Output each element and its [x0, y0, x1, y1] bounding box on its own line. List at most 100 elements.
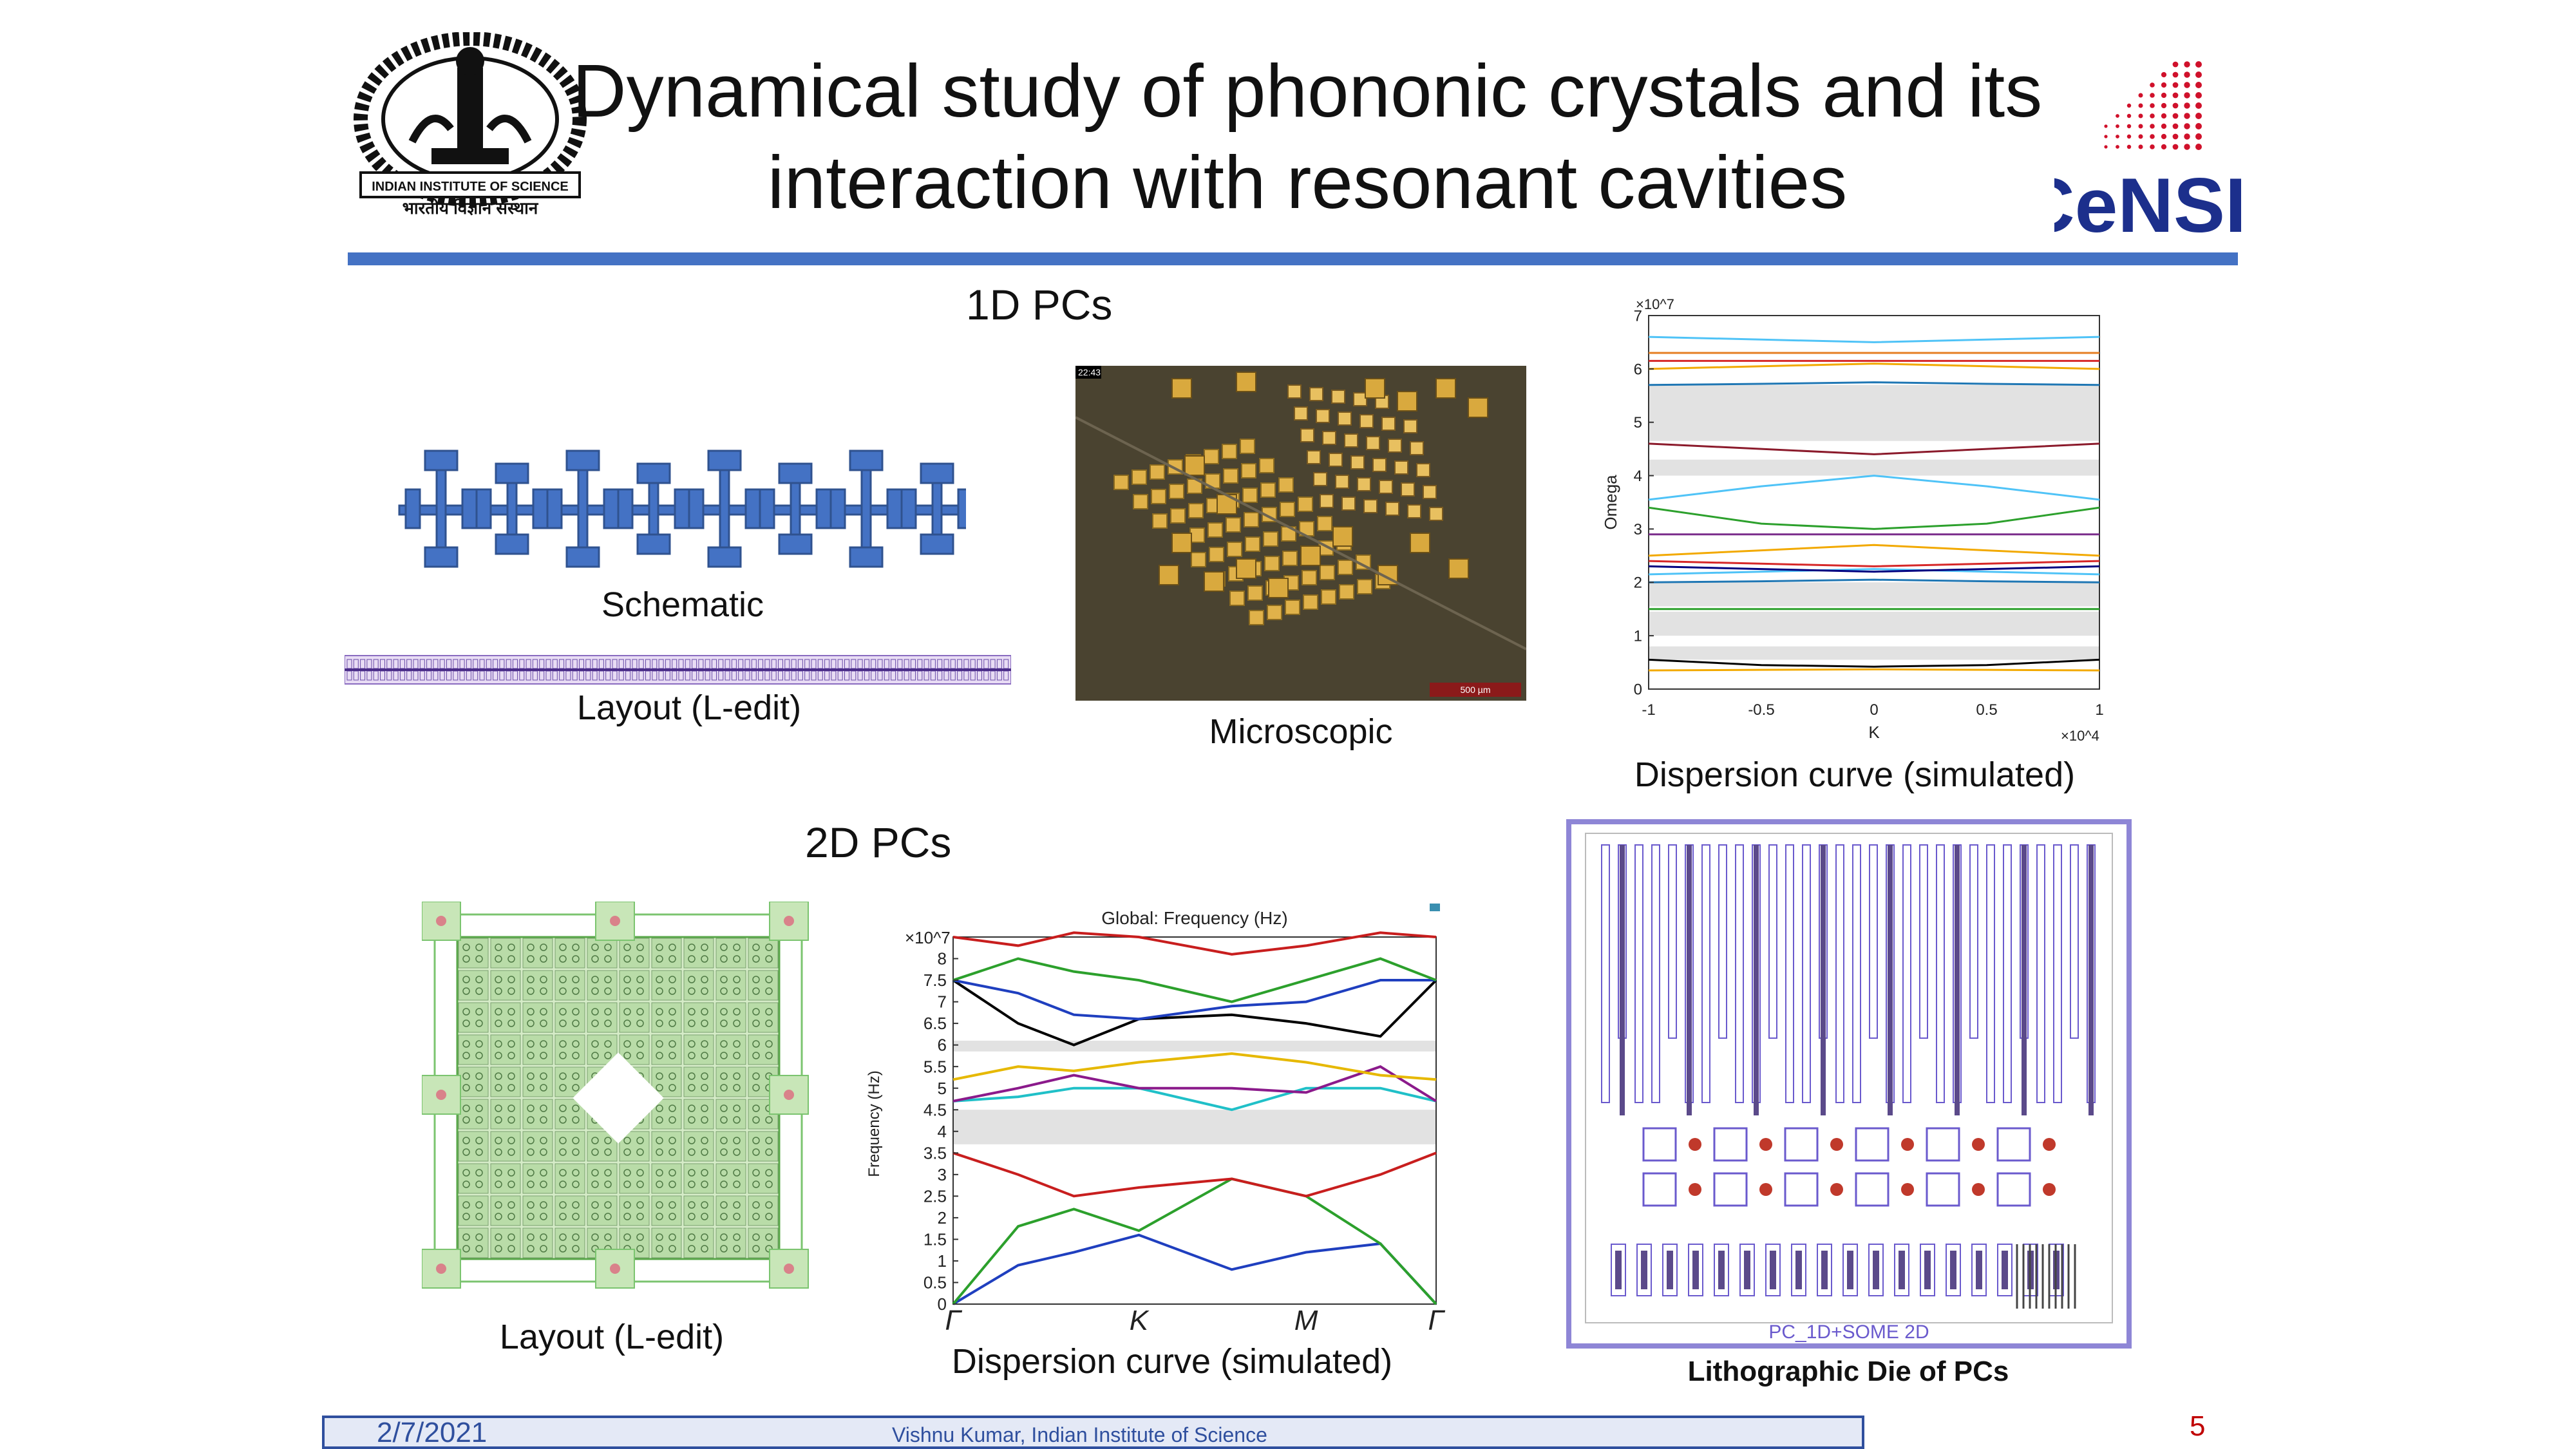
title-line-1: Dynamical study of phononic crystals and…: [572, 49, 2043, 133]
dispersion-1d-chart: 0 1 2 3 4 5 6 7 -1 -0.5 0 0.5 1 K Omega ×10^7 ×10^4: [1601, 296, 2104, 744]
y-tick-label: 8: [938, 949, 947, 969]
x-tick-label: Γ: [945, 1305, 962, 1336]
y-tick-label: 4: [1634, 468, 1642, 485]
series-line-8: [952, 957, 1437, 1003]
die-label: PC_1D+SOME 2D: [1768, 1321, 1929, 1343]
series-line-9: [952, 931, 1437, 956]
y-tick-label: 1.5: [923, 1230, 947, 1249]
micro-timestamp: 22:43: [1078, 367, 1101, 377]
series-line-9: [1648, 506, 2100, 530]
layout-1d-image: [345, 655, 1011, 685]
y-tick-label: 2.5: [923, 1186, 947, 1206]
x-tick-label: 0.5: [1976, 701, 1997, 719]
heading-2d-pcs: 2D PCs: [805, 819, 952, 866]
y-tick-label: 4.5: [923, 1100, 947, 1119]
band-gap: [953, 1110, 1436, 1144]
litho-die-image: PC_1D+SOME 2D: [1566, 819, 2132, 1349]
y-tick-label: 2: [938, 1208, 947, 1227]
y-tick-label: 1: [1634, 628, 1642, 645]
x-multiplier: ×10^4: [2061, 728, 2099, 744]
cense-logo: CeNSE: [2054, 61, 2241, 245]
y-tick-label: 4: [938, 1122, 947, 1141]
layout-2d-caption: Layout (L-edit): [499, 1318, 724, 1356]
y-axis-label: Omega: [1601, 475, 1620, 530]
y-tick-label: 7.5: [923, 971, 947, 990]
y-multiplier: ×10^7: [905, 928, 951, 947]
page-number: 5: [2190, 1410, 2206, 1442]
series-line-5: [952, 1052, 1437, 1081]
y-tick-label: 6: [938, 1036, 947, 1055]
footer-author: Vishnu Kumar, Indian Institute of Scienc…: [892, 1423, 1267, 1446]
y-tick-label: 0: [1634, 681, 1642, 698]
title-rule: [348, 252, 2238, 265]
microscopic-caption: Microscopic: [1209, 712, 1393, 751]
iisc-logo-text: INDIAN INSTITUTE OF SCIENCE: [372, 180, 569, 194]
microscopic-image: 22:43 500 µm: [1075, 366, 1526, 701]
y-tick-label: 5: [938, 1079, 947, 1098]
dispersion-2d-chart: 00.51 1.5 2 2.5 3 3.5 4 4.5 5 5.5 6 6.5 7 7.5 8 Γ K M Γ Glo…: [866, 904, 1445, 1336]
footer-bar: [322, 1416, 1864, 1449]
band-gap: [953, 1040, 1436, 1052]
series-line-7: [1648, 544, 2100, 557]
y-tick-label: 7: [1634, 307, 1642, 325]
dispersion-2d-caption: Dispersion curve (simulated): [951, 1342, 1393, 1381]
chart-title: Global: Frequency (Hz): [1101, 908, 1287, 928]
micro-scale-bar: 500 µm: [1461, 685, 1491, 695]
iisc-logo-hindi: भारतीय विज्ञान संस्थान: [402, 198, 539, 218]
cense-logo-text: CeNSE: [2054, 162, 2241, 245]
series-line-11: [1648, 442, 2100, 455]
y-tick-label: 0.5: [923, 1273, 947, 1293]
y-axis-label: Frequency (Hz): [866, 1070, 883, 1177]
litho-die-caption: Lithographic Die of PCs: [1687, 1356, 2009, 1387]
x-tick-label: 1: [2095, 701, 2103, 719]
series-line-1: [952, 1177, 1437, 1305]
layout-1d-caption: Layout (L-edit): [576, 688, 802, 727]
x-axis-label: K: [1868, 723, 1880, 742]
x-tick-label: M: [1294, 1305, 1318, 1336]
series-line-6: [1648, 560, 2100, 567]
window-icon: [1430, 904, 1440, 911]
plot-frame: [952, 936, 1437, 1305]
y-tick-label: 6: [1634, 361, 1642, 378]
y-multiplier: ×10^7: [1636, 296, 1674, 312]
plot-frame: [1648, 315, 2100, 690]
dispersion-1d-caption: Dispersion curve (simulated): [1634, 755, 2076, 794]
x-tick-label: -1: [1642, 701, 1655, 719]
layout-2d-image: [422, 902, 815, 1294]
heading-1d-pcs: 1D PCs: [966, 281, 1113, 328]
series-line-16: [1648, 336, 2100, 343]
series-line-0: [1648, 668, 2100, 672]
x-tick-label: -0.5: [1748, 701, 1774, 719]
series-line-6: [952, 979, 1437, 1046]
series-line-0: [952, 1233, 1437, 1305]
title-line-2: interaction with resonant cavities: [767, 140, 1848, 224]
series-line-7: [952, 979, 1436, 1021]
x-tick-label: Γ: [1428, 1305, 1445, 1336]
series-line-5: [1648, 565, 2100, 573]
y-tick-label: 6.5: [923, 1014, 947, 1033]
band-gap: [1649, 646, 2099, 660]
y-tick-label: 2: [1634, 574, 1642, 592]
y-tick-label: 0: [938, 1294, 947, 1314]
y-tick-label: 5.5: [923, 1057, 947, 1076]
series-line-12: [1648, 381, 2100, 386]
iisc-logo: INDIAN INSTITUTE OF SCIENCE भारतीय विज्ञ…: [354, 32, 587, 218]
y-tick-label: 3.5: [923, 1143, 947, 1162]
y-tick-label: 3: [1634, 521, 1642, 538]
slide-title: Dynamical study of phononic crystals and…: [567, 45, 2048, 228]
series-line-2: [952, 1151, 1437, 1198]
series-line-3: [952, 1086, 1437, 1112]
y-tick-label: 1: [938, 1251, 947, 1271]
series-line-10: [1648, 475, 2100, 501]
schematic-caption: Schematic: [601, 585, 764, 624]
band-gap: [1649, 459, 2099, 476]
series-line-13: [1648, 363, 2100, 370]
y-tick-label: 5: [1634, 414, 1642, 431]
footer-date: 2/7/2021: [377, 1417, 488, 1448]
band-gap: [1649, 384, 2099, 441]
band-gap: [1649, 611, 2099, 636]
series-line-3: [1648, 578, 2100, 583]
band-gap: [1649, 582, 2099, 607]
series-line-4: [1648, 568, 2100, 576]
